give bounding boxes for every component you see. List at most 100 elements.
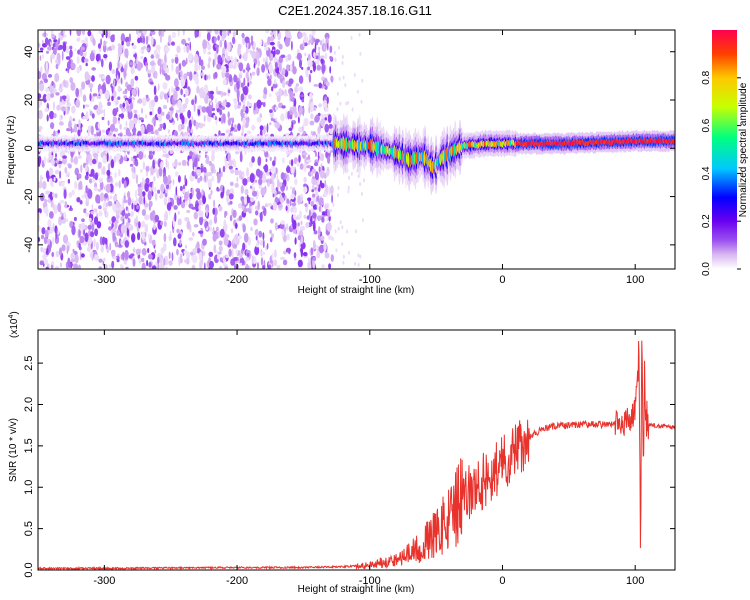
noise-speckle <box>265 203 268 208</box>
noise-speckle <box>261 64 266 73</box>
noise-speckle <box>74 180 78 190</box>
noise-speckle <box>318 103 322 108</box>
noise-speckle <box>67 257 71 266</box>
noise-speckle <box>171 58 175 64</box>
noise-speckle <box>208 193 212 200</box>
noise-speckle <box>70 62 76 70</box>
noise-speckle <box>334 229 337 234</box>
noise-speckle <box>207 62 211 69</box>
noise-speckle <box>293 214 297 220</box>
noise-speckle <box>265 30 270 34</box>
noise-speckle <box>183 94 186 98</box>
noise-speckle <box>42 180 47 190</box>
noise-speckle <box>248 265 251 269</box>
noise-speckle <box>53 101 55 111</box>
noise-speckle <box>232 209 237 219</box>
noise-speckle <box>146 69 152 74</box>
noise-speckle <box>328 235 333 241</box>
noise-speckle <box>136 204 140 210</box>
noise-speckle <box>206 32 211 42</box>
noise-speckle <box>155 160 157 165</box>
colorbar-label: Normalized spectral amplitude <box>738 82 749 217</box>
noise-speckle <box>105 30 108 39</box>
noise-speckle <box>113 116 118 125</box>
noise-speckle <box>172 220 176 228</box>
noise-speckle <box>55 229 58 240</box>
noise-speckle <box>196 169 202 177</box>
noise-speckle <box>167 197 171 205</box>
noise-speckle <box>182 103 188 109</box>
noise-speckle <box>94 104 99 109</box>
y-tick-label: 0.0 <box>23 562 35 577</box>
noise-speckle <box>239 152 243 163</box>
noise-speckle <box>55 41 59 51</box>
noise-speckle <box>232 257 238 262</box>
noise-speckle <box>44 206 49 214</box>
noise-speckle <box>59 262 62 268</box>
noise-speckle <box>149 61 155 66</box>
noise-speckle <box>198 230 204 234</box>
noise-speckle <box>225 255 229 258</box>
noise-speckle <box>350 35 353 40</box>
noise-speckle <box>113 155 117 163</box>
noise-speckle <box>194 53 199 64</box>
noise-speckle <box>242 242 246 251</box>
noise-speckle <box>350 171 353 176</box>
noise-speckle <box>230 126 235 131</box>
noise-speckle <box>136 60 139 65</box>
noise-speckle <box>91 75 95 82</box>
noise-speckle <box>164 169 167 177</box>
noise-speckle <box>227 152 231 162</box>
noise-speckle <box>76 240 80 245</box>
noise-speckle <box>138 221 141 229</box>
colorbar-ticks: 0.0 0.2 0.4 0.6 0.8 <box>701 70 741 276</box>
noise-speckle <box>213 215 218 224</box>
noise-speckle <box>125 266 129 269</box>
noise-speckle <box>242 99 246 105</box>
noise-speckle <box>256 116 262 123</box>
noise-speckle <box>160 160 164 169</box>
noise-speckle <box>321 63 326 74</box>
noise-speckle <box>307 261 311 269</box>
noise-speckle <box>320 39 322 46</box>
noise-speckle <box>73 123 78 133</box>
noise-speckle <box>62 155 67 159</box>
noise-speckle <box>78 180 83 190</box>
noise-speckle <box>184 174 186 183</box>
noise-speckle <box>224 233 228 240</box>
noise-speckle <box>246 207 252 213</box>
noise-speckle <box>227 30 230 35</box>
noise-speckle <box>193 224 199 228</box>
noise-speckle <box>313 106 317 111</box>
noise-speckle <box>46 50 49 54</box>
noise-speckle <box>140 181 144 191</box>
noise-speckle <box>112 232 116 242</box>
noise-speckle <box>222 99 226 107</box>
noise-speckle <box>194 94 197 105</box>
spectrogram-heatmap <box>38 30 675 269</box>
noise-speckle <box>111 95 114 101</box>
noise-speckle <box>163 93 168 100</box>
noise-speckle <box>347 185 350 190</box>
noise-speckle <box>272 83 278 89</box>
noise-speckle <box>138 150 144 160</box>
noise-speckle <box>216 63 222 70</box>
noise-speckle <box>175 54 178 58</box>
noise-speckle <box>95 53 100 62</box>
noise-speckle <box>129 224 132 229</box>
snr-frame <box>37 329 676 571</box>
noise-speckle <box>287 54 292 61</box>
noise-speckle <box>172 121 175 126</box>
noise-speckle <box>280 256 285 260</box>
noise-speckle <box>141 191 146 197</box>
noise-speckle <box>262 265 266 269</box>
noise-speckle <box>204 221 208 229</box>
noise-speckle <box>209 260 214 269</box>
noise-speckle <box>229 214 233 222</box>
noise-speckle <box>38 126 43 130</box>
noise-speckle <box>96 221 102 229</box>
noise-speckle <box>200 91 206 99</box>
noise-speckle <box>59 87 62 93</box>
noise-speckle <box>129 102 134 110</box>
